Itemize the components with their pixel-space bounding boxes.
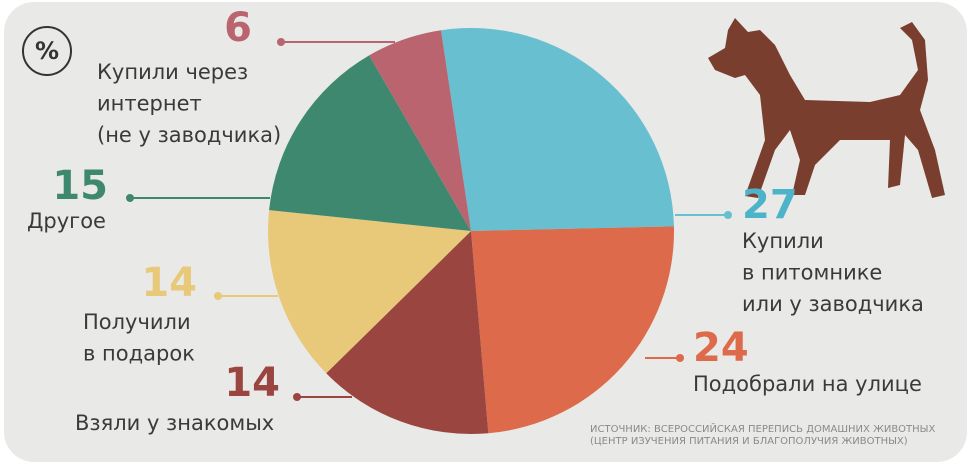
- value-label: 27: [742, 182, 798, 228]
- pie-slice: [269, 55, 471, 231]
- category-label: или у заводчика: [742, 292, 924, 316]
- category-label: Взяли у знакомых: [75, 411, 274, 435]
- pie-slice: [326, 231, 489, 434]
- pie-slice: [471, 226, 674, 434]
- category-label: интернет: [97, 92, 202, 116]
- category-label: (не у заводчика): [97, 123, 281, 147]
- value-label: 14: [141, 260, 197, 306]
- icon: %: [35, 37, 59, 65]
- value-label: 14: [224, 360, 280, 406]
- source: ИСТОЧНИК: ВСЕРОССИЙСКАЯ ПЕРЕПИСЬ ДОМАШНИ…: [590, 422, 936, 435]
- leader-dot: [214, 292, 222, 300]
- pie-slice: [268, 210, 471, 374]
- pie-slice: [369, 30, 471, 231]
- source: (ЦЕНТР ИЗУЧЕНИЯ ПИТАНИЯ И БЛАГОПОЛУЧИЯ Ж…: [590, 436, 908, 447]
- category-label: Другое: [27, 209, 106, 233]
- category-label: Купили: [742, 229, 824, 253]
- category-label: Получили: [83, 310, 191, 334]
- leader-dot: [277, 38, 285, 46]
- value-label: 6: [224, 5, 252, 51]
- leader-dot: [293, 393, 301, 401]
- leader-dot: [724, 211, 732, 219]
- category-label: Купили через: [97, 60, 248, 84]
- value-label: 24: [693, 325, 749, 371]
- category-label: Подобрали на улице: [693, 372, 922, 396]
- category-label: в подарок: [83, 342, 195, 366]
- icon-circle: [22, 26, 72, 76]
- pie-slice: [440, 28, 674, 231]
- leader-dot: [676, 354, 684, 362]
- dog-illustration: [708, 18, 945, 198]
- leader-dot: [126, 194, 134, 202]
- category-label: в питомнике: [742, 261, 882, 285]
- value-label: 15: [52, 163, 108, 209]
